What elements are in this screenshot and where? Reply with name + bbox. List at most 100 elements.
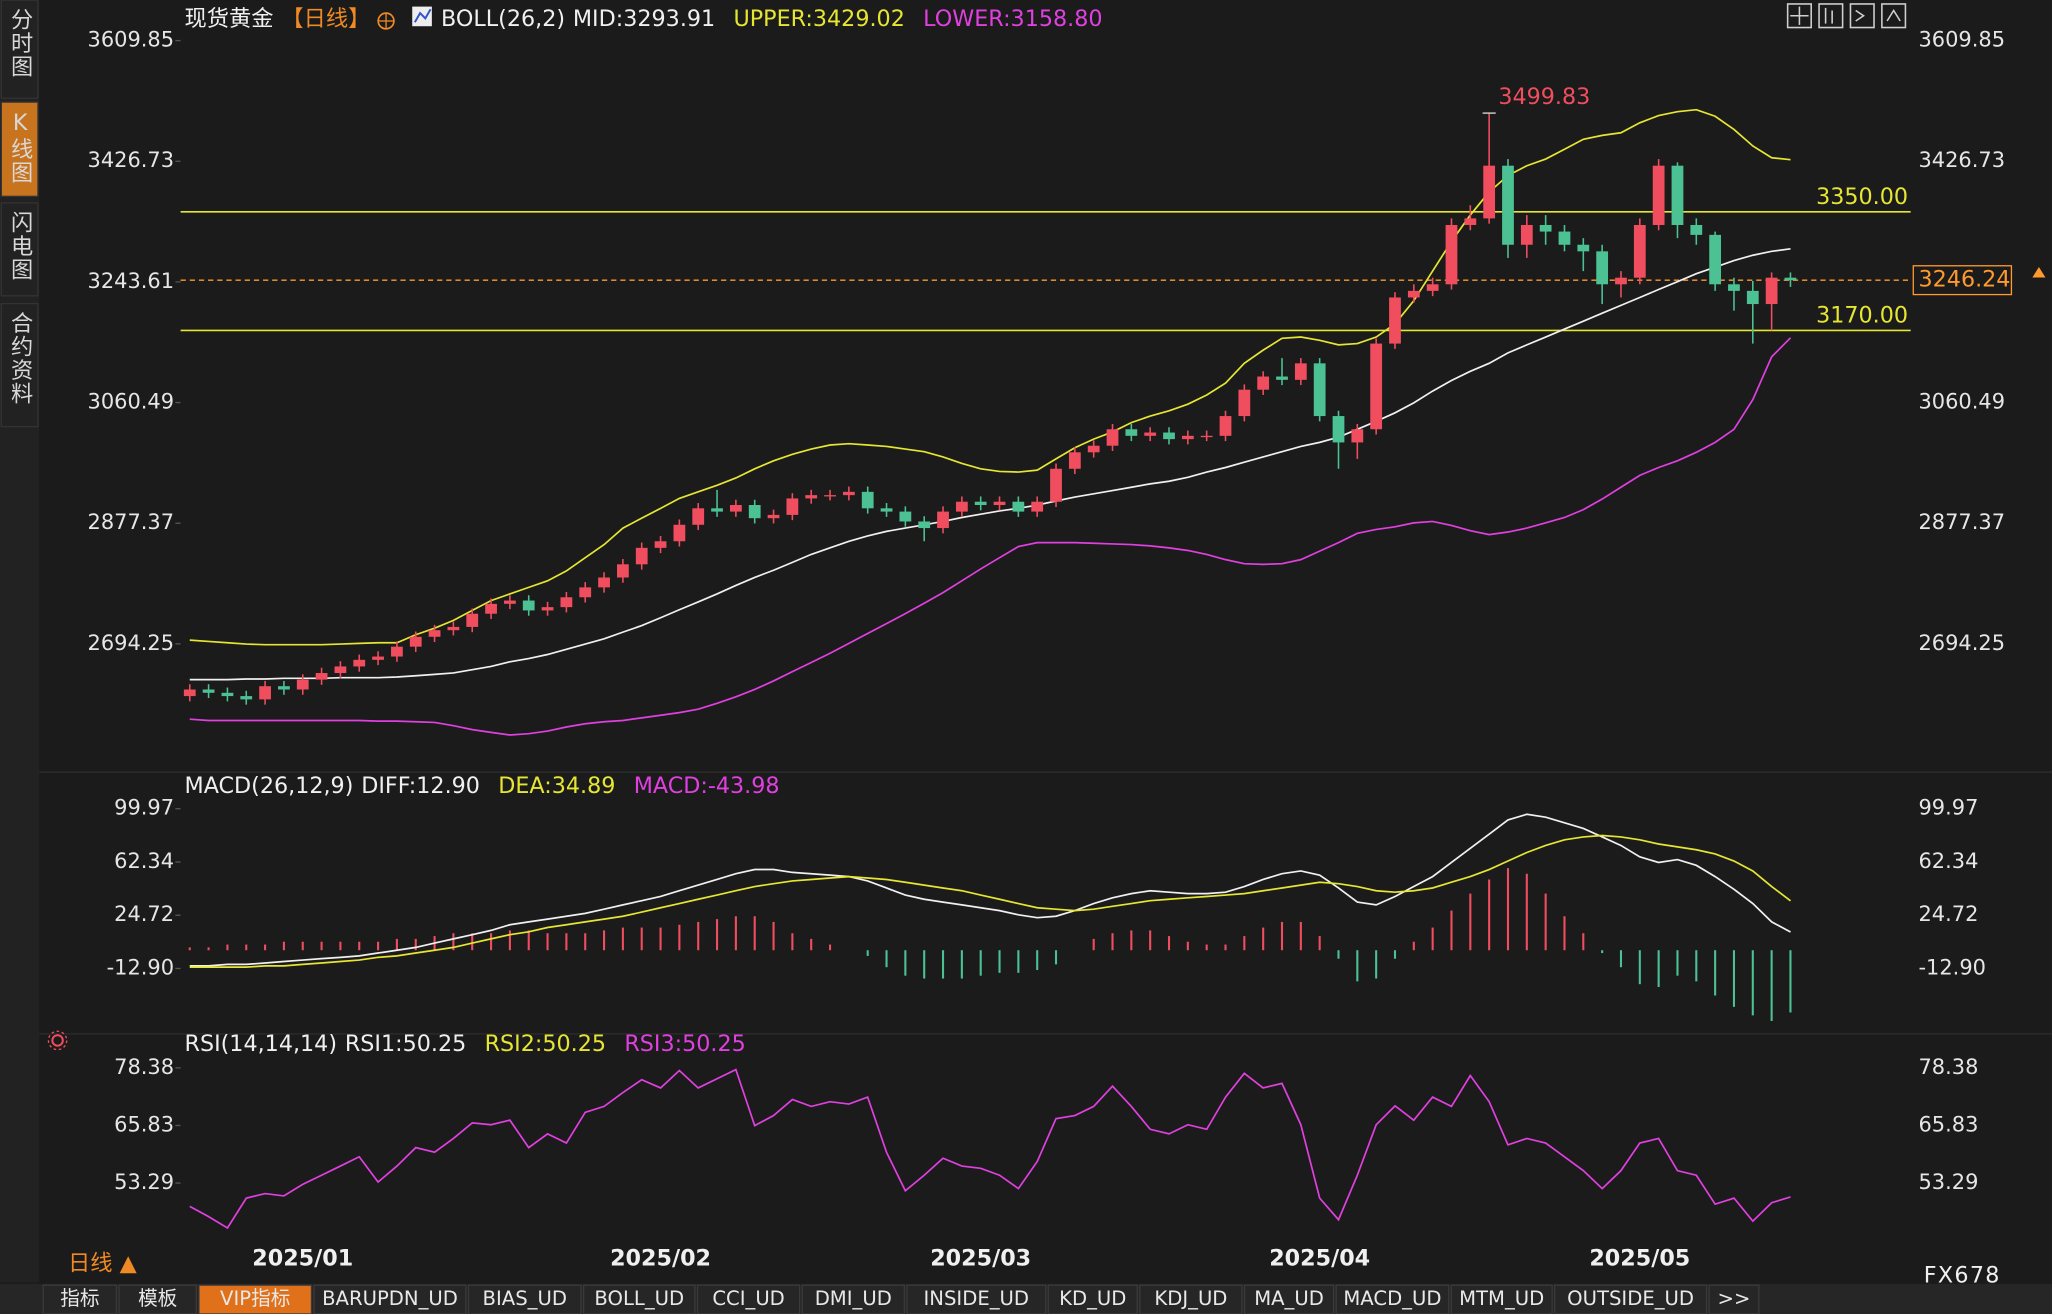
candle-body — [1728, 284, 1740, 291]
candle-body — [560, 597, 573, 608]
candle-body — [334, 666, 347, 674]
boll-line — [189, 108, 1791, 646]
indicator-tab[interactable] — [1554, 1284, 1708, 1314]
sidebar-tab[interactable] — [0, 0, 39, 99]
indicator-tab-label[interactable]: BOLL_UD — [594, 1287, 684, 1310]
indicator-tab-label[interactable]: OUTSIDE_UD — [1567, 1287, 1694, 1310]
sidebar-tab-label[interactable]: 分时图 — [7, 7, 33, 78]
indicator-tab[interactable] — [583, 1284, 696, 1314]
y-tick-label-right: 3609.85 — [1919, 28, 2006, 52]
period-selector[interactable]: 日线 ▲ — [68, 1251, 138, 1277]
indicator-tab-label[interactable]: MTM_UD — [1459, 1287, 1544, 1310]
y-tick-label-left: 3060.49 — [88, 390, 175, 414]
y-tick-label-right: 2877.37 — [1919, 510, 2006, 534]
candle-body — [786, 498, 799, 515]
candle-body — [315, 673, 328, 680]
indicator-tab[interactable] — [1047, 1284, 1138, 1314]
candle-body — [955, 501, 968, 512]
indicator-tab-label[interactable]: KD_UD — [1059, 1287, 1126, 1310]
boll-line — [189, 247, 1791, 681]
indicator-tab-label[interactable]: DMI_UD — [815, 1287, 892, 1310]
candle-body — [805, 495, 818, 499]
indicator-tab-label[interactable]: INSIDE_UD — [924, 1287, 1030, 1310]
indicator-tab[interactable] — [313, 1284, 467, 1314]
indicator-tab-label[interactable]: KDJ_UD — [1154, 1287, 1227, 1310]
candle-body — [1200, 435, 1213, 438]
candle-body — [259, 686, 271, 700]
instrument-title: 现货黄金 — [185, 6, 274, 32]
indicator-tab[interactable] — [1450, 1284, 1553, 1314]
y-tick-label-left: 53.29 — [114, 1170, 174, 1194]
candle-body — [296, 679, 309, 690]
peak-label: 3499.83 — [1498, 84, 1590, 110]
candle-body — [918, 521, 931, 529]
indicator-tab-label[interactable]: 模板 — [138, 1287, 177, 1310]
y-tick-label-right: 53.29 — [1919, 1170, 1979, 1194]
candle-body — [278, 686, 290, 690]
indicator-tab[interactable] — [696, 1284, 801, 1314]
indicator-label: RSI(14,14,14) — [185, 1031, 337, 1057]
candle-body — [1219, 416, 1232, 436]
sidebar-tab[interactable] — [0, 101, 39, 198]
candle-body — [353, 659, 366, 667]
candle-body — [673, 524, 686, 542]
legend-entry: RSI3:50.25 — [624, 1031, 745, 1057]
candle-body — [654, 541, 667, 548]
indicator-tab-label[interactable]: >> — [1718, 1287, 1751, 1310]
candle-body — [974, 501, 987, 506]
legend-entry: DIFF:12.90 — [361, 773, 480, 799]
candle-body — [447, 626, 460, 631]
sidebar-tab-label[interactable]: 闪电图 — [7, 210, 33, 281]
y-tick-label-right: -12.90 — [1919, 955, 1986, 979]
indicator-tab-label[interactable]: BARUPDN_UD — [322, 1287, 458, 1310]
candle-body — [880, 508, 893, 512]
x-tick-label: 2025/05 — [1589, 1245, 1690, 1271]
indicator-tab-label[interactable]: CCI_UD — [712, 1287, 784, 1310]
candle-body — [842, 491, 855, 496]
indicator-label: BOLL(26,2) — [441, 6, 565, 32]
add-icon[interactable] — [377, 12, 395, 30]
candle-body — [1068, 452, 1081, 469]
indicator-tab-label[interactable]: VIP指标 — [220, 1287, 290, 1310]
y-tick-label-right: 2694.25 — [1919, 631, 2006, 655]
candle-body — [1238, 389, 1251, 417]
y-tick-label-left: 99.97 — [114, 796, 174, 820]
macd-line — [189, 813, 1791, 967]
indicator-label: MACD(26,12,9) — [185, 773, 354, 799]
sidebar-tab[interactable] — [0, 202, 39, 297]
indicator-tab-label[interactable]: 指标 — [60, 1287, 99, 1310]
indicator-tab[interactable] — [1335, 1284, 1450, 1314]
macd-line — [189, 834, 1792, 969]
candle-body — [617, 564, 629, 578]
x-tick-label: 2025/01 — [252, 1245, 353, 1271]
indicator-icon[interactable] — [412, 6, 432, 27]
indicator-tab[interactable] — [42, 1284, 118, 1314]
sidebar-tab-label[interactable]: 合约资料 — [7, 311, 33, 406]
price-marker — [2032, 267, 2046, 278]
candle-body — [1407, 290, 1420, 298]
indicator-tab-label[interactable]: MACD_UD — [1343, 1287, 1441, 1310]
sidebar-tab-label[interactable]: K线图 — [7, 110, 33, 184]
indicator-tab-label[interactable]: BIAS_UD — [483, 1287, 567, 1310]
toolbar-icons[interactable] — [1786, 3, 1907, 29]
y-tick-label-left: 3609.85 — [88, 28, 175, 52]
indicator-tab[interactable] — [467, 1284, 582, 1314]
sidebar-tab[interactable] — [0, 303, 39, 428]
y-tick-label-left: -12.90 — [107, 955, 174, 979]
indicator-tab-label[interactable]: MA_UD — [1254, 1287, 1324, 1310]
candle-body — [748, 505, 761, 519]
candle-body — [1012, 501, 1025, 512]
candle-body — [409, 636, 422, 647]
candle-body — [1596, 251, 1609, 285]
indicator-tab[interactable] — [198, 1284, 313, 1314]
candle-body — [1144, 432, 1157, 436]
candle-body — [1615, 277, 1627, 285]
indicator-tab[interactable] — [1708, 1284, 1760, 1314]
candle-body — [1577, 244, 1590, 252]
rsi-line — [189, 1068, 1791, 1230]
indicator-tab[interactable] — [1139, 1284, 1243, 1314]
y-tick-label-left: 3426.73 — [88, 148, 175, 172]
candle-body — [1652, 165, 1665, 225]
indicator-tab[interactable] — [1243, 1284, 1335, 1314]
